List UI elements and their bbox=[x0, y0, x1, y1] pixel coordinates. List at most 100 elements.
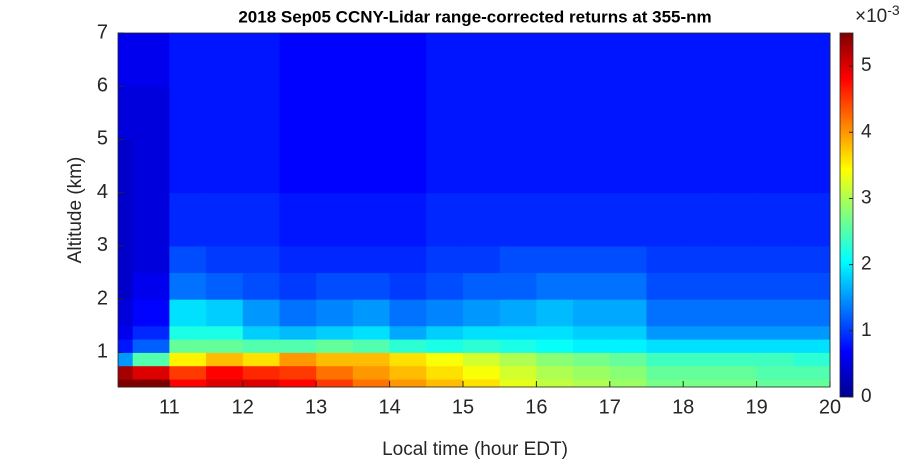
cell bbox=[352, 379, 391, 388]
cell bbox=[499, 33, 537, 87]
cell bbox=[389, 339, 427, 353]
cell bbox=[573, 33, 611, 87]
cell bbox=[206, 325, 244, 340]
cell bbox=[169, 245, 207, 274]
y-tick-label: 1 bbox=[97, 341, 108, 363]
cell bbox=[646, 192, 684, 247]
cell bbox=[118, 86, 134, 140]
cell bbox=[683, 325, 721, 340]
cell bbox=[352, 86, 391, 140]
y-axis-label: Altitude (km) bbox=[65, 157, 86, 264]
cell bbox=[279, 352, 317, 367]
cell bbox=[793, 352, 831, 367]
cell bbox=[242, 325, 280, 340]
cell bbox=[609, 299, 647, 327]
cell bbox=[609, 325, 647, 340]
cell bbox=[426, 192, 464, 247]
cell bbox=[536, 139, 574, 194]
cell bbox=[169, 379, 207, 388]
cell bbox=[426, 272, 464, 300]
cell bbox=[793, 299, 831, 327]
cell bbox=[756, 245, 794, 274]
cell bbox=[719, 245, 758, 274]
cell bbox=[169, 272, 207, 300]
cell bbox=[683, 272, 721, 300]
cell bbox=[118, 325, 134, 340]
cell bbox=[756, 365, 794, 380]
cell bbox=[462, 365, 501, 380]
cell bbox=[242, 352, 280, 367]
cell bbox=[206, 139, 244, 194]
x-tick-label: 18 bbox=[672, 396, 694, 418]
cell bbox=[242, 33, 280, 87]
plot-frame bbox=[117, 32, 831, 388]
multiplier-base: ×10 bbox=[855, 6, 887, 27]
cell bbox=[793, 86, 831, 140]
cell bbox=[719, 379, 758, 388]
cell bbox=[793, 339, 831, 353]
cell bbox=[132, 379, 170, 388]
cell bbox=[719, 139, 758, 194]
cell bbox=[719, 86, 758, 140]
x-tick-label: 20 bbox=[819, 396, 841, 418]
cell bbox=[118, 33, 134, 87]
cell bbox=[169, 86, 207, 140]
cell bbox=[793, 365, 831, 380]
cell bbox=[169, 339, 207, 353]
cell bbox=[132, 352, 170, 367]
cell bbox=[132, 86, 170, 140]
cell bbox=[242, 365, 280, 380]
cell bbox=[646, 245, 684, 274]
colorbar-tick-label: 0 bbox=[861, 386, 872, 407]
cell bbox=[646, 379, 684, 388]
cell bbox=[118, 379, 134, 388]
cell bbox=[683, 245, 721, 274]
cell bbox=[609, 272, 647, 300]
cell bbox=[352, 365, 391, 380]
cell bbox=[279, 339, 317, 353]
cell bbox=[573, 139, 611, 194]
cell bbox=[756, 192, 794, 247]
cell bbox=[462, 33, 501, 87]
cell bbox=[793, 192, 831, 247]
cell bbox=[719, 325, 758, 340]
cell bbox=[118, 192, 134, 247]
cell bbox=[573, 352, 611, 367]
cell bbox=[683, 365, 721, 380]
colorbar-tick-label: 5 bbox=[861, 55, 872, 76]
cell bbox=[279, 33, 317, 87]
cell bbox=[242, 339, 280, 353]
cell bbox=[279, 365, 317, 380]
cell bbox=[609, 365, 647, 380]
y-tick-label: 4 bbox=[97, 181, 108, 203]
cell bbox=[499, 339, 537, 353]
cell bbox=[573, 86, 611, 140]
cell bbox=[132, 245, 170, 274]
cell bbox=[242, 139, 280, 194]
cell bbox=[426, 245, 464, 274]
cell bbox=[646, 325, 684, 340]
x-tick-label: 17 bbox=[599, 396, 621, 418]
cell bbox=[609, 86, 647, 140]
cell bbox=[536, 245, 574, 274]
cell bbox=[426, 365, 464, 380]
cell bbox=[389, 139, 427, 194]
cell bbox=[169, 139, 207, 194]
cell bbox=[279, 325, 317, 340]
cell bbox=[499, 379, 537, 388]
cell bbox=[536, 325, 574, 340]
cell bbox=[573, 272, 611, 300]
cell bbox=[573, 192, 611, 247]
cell bbox=[646, 86, 684, 140]
cell bbox=[756, 379, 794, 388]
cell bbox=[206, 245, 244, 274]
colorbar-multiplier: ×10-3 bbox=[855, 2, 900, 27]
cell bbox=[242, 379, 280, 388]
cell bbox=[683, 86, 721, 140]
cell bbox=[352, 33, 391, 87]
cell bbox=[118, 352, 134, 367]
cell bbox=[132, 365, 170, 380]
cell bbox=[206, 272, 244, 300]
cell bbox=[719, 192, 758, 247]
cell bbox=[536, 352, 574, 367]
